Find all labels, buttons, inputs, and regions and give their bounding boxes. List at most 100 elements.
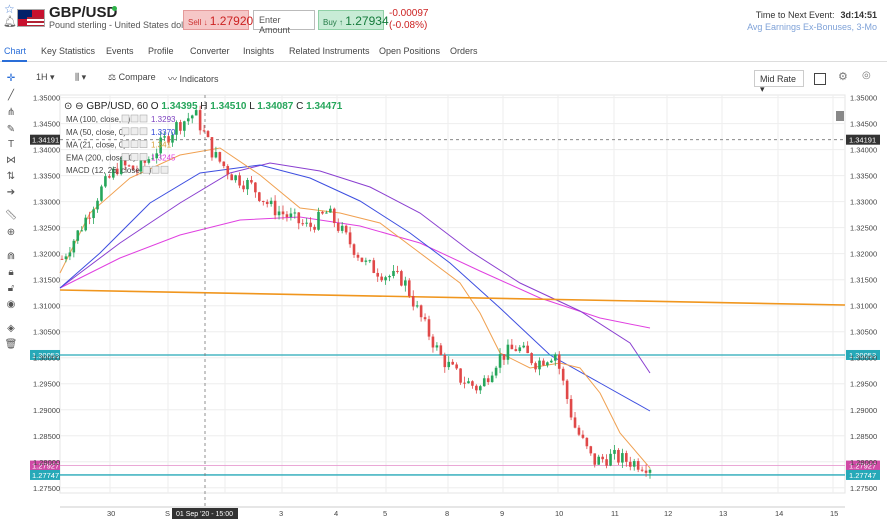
indicator-legend[interactable]: MA (50, close, 0) bbox=[66, 128, 126, 137]
candle-body[interactable] bbox=[542, 360, 545, 366]
candle-body[interactable] bbox=[407, 280, 411, 297]
indicators-button[interactable]: 〰 Indicators bbox=[168, 74, 219, 84]
indicator-settings-icon[interactable] bbox=[142, 165, 151, 174]
indicator-settings-icon[interactable] bbox=[139, 114, 148, 123]
candle-body[interactable] bbox=[309, 222, 312, 227]
candle-body[interactable] bbox=[510, 344, 514, 350]
candle-body[interactable] bbox=[368, 260, 372, 262]
tab-related-instruments[interactable]: Related Instruments bbox=[289, 46, 370, 56]
candle-body[interactable] bbox=[475, 385, 478, 391]
candle-body[interactable] bbox=[392, 270, 395, 277]
candle-body[interactable] bbox=[502, 354, 506, 360]
candle-body[interactable] bbox=[214, 152, 218, 158]
candle-body[interactable] bbox=[332, 208, 336, 224]
candle-body[interactable] bbox=[498, 354, 502, 368]
candle-body[interactable] bbox=[565, 380, 569, 400]
candle-body[interactable] bbox=[100, 186, 103, 201]
layers-icon[interactable]: ◈ bbox=[7, 323, 15, 334]
lock-icon[interactable]: 🔒︎ bbox=[8, 267, 14, 278]
candle-body[interactable] bbox=[380, 276, 383, 281]
text-icon[interactable]: T bbox=[7, 139, 15, 150]
candle-body[interactable] bbox=[467, 381, 470, 384]
candle-body[interactable] bbox=[143, 159, 147, 163]
candle-body[interactable] bbox=[273, 200, 277, 216]
price-chart[interactable]: 1.34191 1.34191 1.30053 1.30053 1.27927 1.279… bbox=[0, 93, 887, 522]
candle-body[interactable] bbox=[108, 176, 111, 178]
candle-body[interactable] bbox=[112, 168, 115, 178]
bell-icon[interactable]: 🔔︎ bbox=[3, 16, 17, 28]
candle-body[interactable] bbox=[479, 386, 482, 391]
candle-body[interactable] bbox=[605, 459, 608, 466]
candle-body[interactable] bbox=[131, 165, 135, 170]
candle-body[interactable] bbox=[585, 437, 589, 447]
crosshair-icon[interactable]: ✛ bbox=[6, 73, 16, 84]
candle-body[interactable] bbox=[486, 378, 490, 383]
candle-body[interactable] bbox=[265, 201, 269, 205]
candle-body[interactable] bbox=[269, 200, 273, 205]
magnet-icon[interactable]: ⋒ bbox=[6, 251, 16, 262]
sell-button[interactable]: Sell ↓ 1.27920 bbox=[183, 10, 253, 30]
candle-body[interactable] bbox=[88, 217, 91, 219]
candle-body[interactable] bbox=[76, 230, 80, 241]
candle-body[interactable] bbox=[210, 137, 214, 158]
candle-body[interactable] bbox=[431, 336, 435, 348]
candle-body[interactable] bbox=[167, 136, 170, 143]
candle-body[interactable] bbox=[238, 175, 241, 186]
trash-icon[interactable]: 🗑︎ bbox=[4, 339, 18, 350]
candle-body[interactable] bbox=[186, 118, 190, 122]
candle-body[interactable] bbox=[127, 165, 131, 167]
candle-body[interactable] bbox=[625, 453, 628, 462]
candle-body[interactable] bbox=[261, 200, 265, 202]
candle-body[interactable] bbox=[538, 360, 541, 370]
trendline[interactable] bbox=[59, 289, 846, 306]
candle-body[interactable] bbox=[463, 382, 466, 384]
candle-body[interactable] bbox=[522, 345, 526, 348]
candle-body[interactable] bbox=[258, 192, 261, 201]
candle-body[interactable] bbox=[609, 453, 612, 466]
candle-body[interactable] bbox=[648, 469, 652, 473]
tab-chart[interactable]: Chart bbox=[4, 46, 27, 56]
candle-body[interactable] bbox=[242, 185, 245, 190]
candle-body[interactable] bbox=[400, 271, 403, 286]
candle-body[interactable] bbox=[80, 230, 84, 232]
candle-body[interactable] bbox=[179, 122, 182, 131]
brush-icon[interactable]: ✎ bbox=[6, 124, 16, 135]
candle-body[interactable] bbox=[530, 353, 533, 364]
candle-body[interactable] bbox=[344, 225, 348, 233]
candle-body[interactable] bbox=[356, 254, 360, 258]
interval-selector[interactable]: 1H ▾ bbox=[36, 72, 55, 82]
star-icon[interactable]: ☆ bbox=[4, 2, 15, 16]
gear-icon[interactable]: ⚙ bbox=[838, 71, 848, 83]
candle-body[interactable] bbox=[372, 260, 376, 273]
candle-body[interactable] bbox=[92, 209, 95, 219]
candle-body[interactable] bbox=[230, 174, 233, 181]
pattern-icon[interactable]: ⋈ bbox=[6, 155, 16, 166]
candle-body[interactable] bbox=[226, 166, 230, 175]
candle-body[interactable] bbox=[471, 381, 474, 386]
candle-body[interactable] bbox=[175, 122, 178, 135]
candle-body[interactable] bbox=[494, 367, 498, 376]
eye-icon[interactable]: ◉ bbox=[6, 299, 16, 310]
candle-body[interactable] bbox=[411, 296, 415, 307]
candle-body[interactable] bbox=[183, 121, 186, 131]
price-type-dropdown[interactable]: Mid Rate ▾ bbox=[754, 70, 804, 94]
candle-body[interactable] bbox=[104, 176, 107, 187]
candle-body[interactable] bbox=[297, 212, 301, 224]
indicator-legend[interactable]: MA (100, close, 0) bbox=[66, 115, 131, 124]
candle-body[interactable] bbox=[68, 252, 72, 257]
amount-input[interactable]: Enter Amount bbox=[253, 10, 315, 35]
indicator-settings-icon[interactable] bbox=[130, 153, 139, 161]
candle-body[interactable] bbox=[115, 168, 119, 175]
candle-body[interactable] bbox=[404, 280, 407, 286]
candle-body[interactable] bbox=[569, 399, 573, 418]
indicator-settings-icon[interactable] bbox=[121, 114, 130, 123]
candle-body[interactable] bbox=[553, 354, 557, 361]
candle-body[interactable] bbox=[613, 449, 616, 454]
candle-body[interactable] bbox=[218, 152, 222, 162]
candle-body[interactable] bbox=[628, 461, 632, 467]
indicator-settings-icon[interactable] bbox=[160, 165, 169, 174]
candle-body[interactable] bbox=[190, 115, 194, 119]
candle-body[interactable] bbox=[135, 169, 139, 172]
indicator-legend[interactable]: MACD (12, 26, close, 9) bbox=[66, 166, 152, 175]
candle-body[interactable] bbox=[388, 276, 391, 278]
